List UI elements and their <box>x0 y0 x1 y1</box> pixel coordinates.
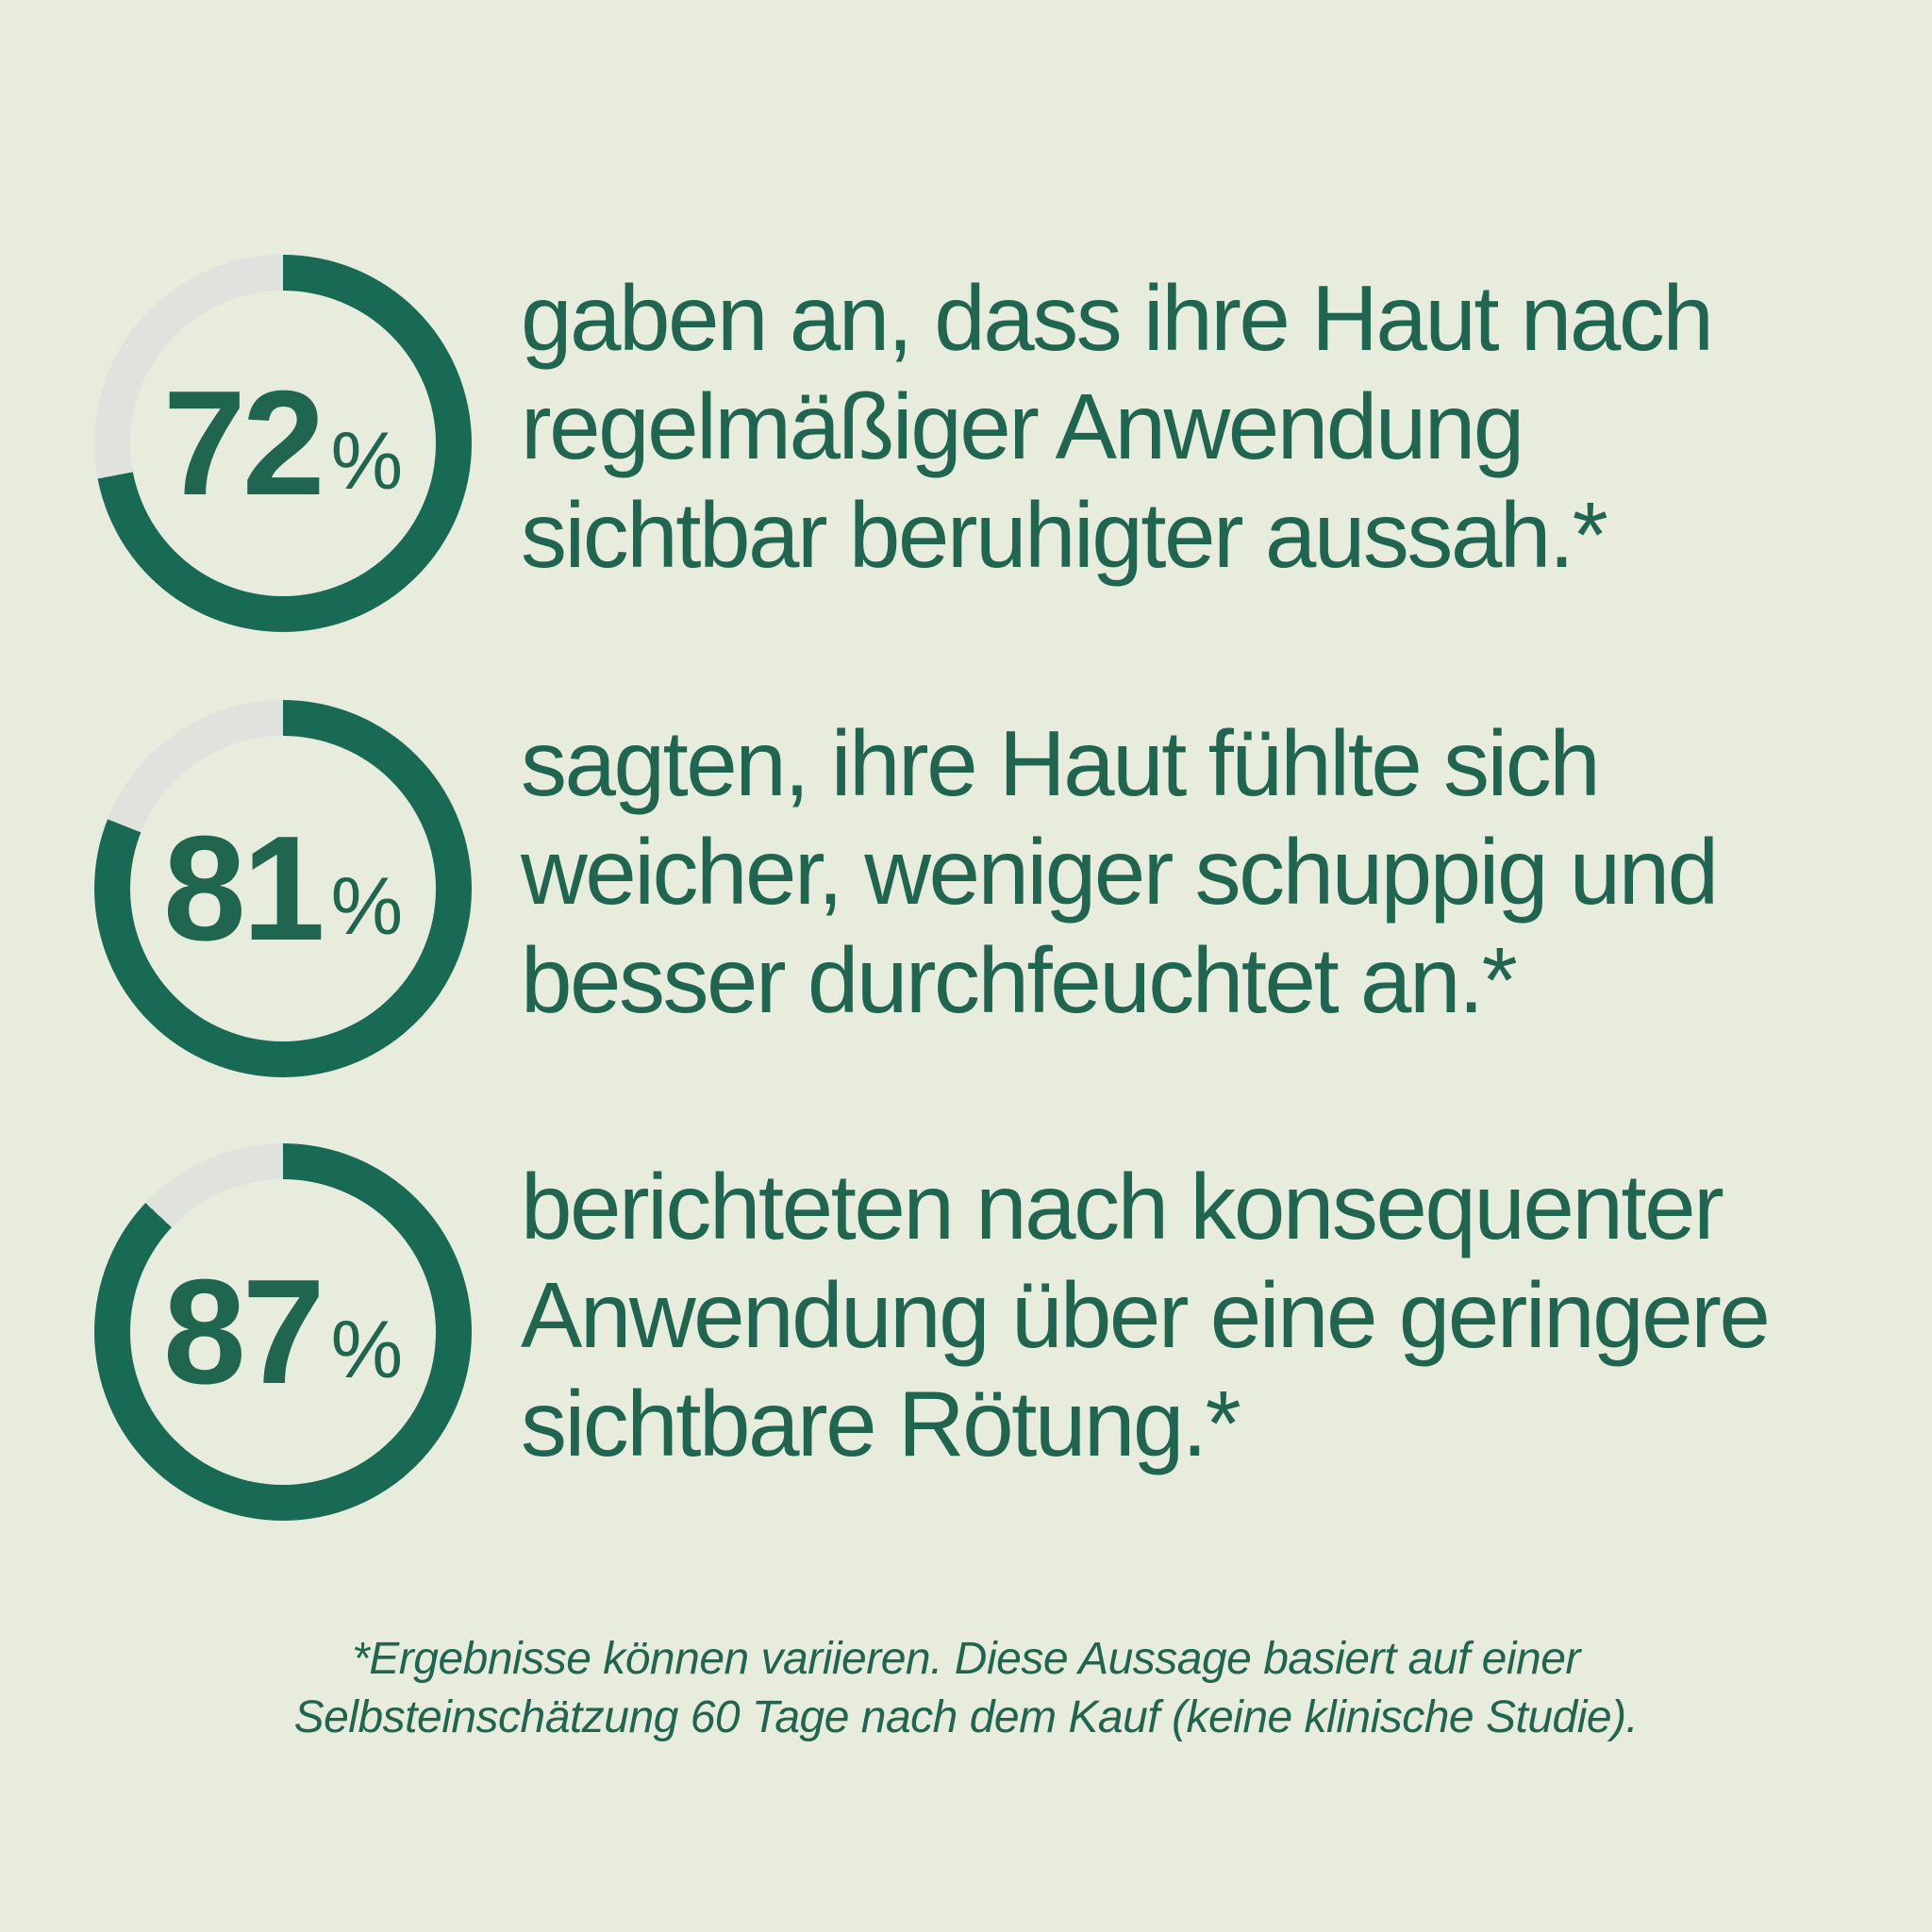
donut-hole-3: 87 % <box>130 1179 436 1485</box>
stat-value-group-3: 87 % <box>163 1257 403 1407</box>
stat-value-1: 72 <box>162 360 325 526</box>
donut-chart-2: 81 % <box>94 700 472 1077</box>
stat-text-3-line-1: berichteten nach konsequenter <box>521 1155 1724 1258</box>
percent-sign-2: % <box>330 861 404 952</box>
stat-text-1-line-3: sichtbar beruhigter aussah.* <box>521 483 1608 587</box>
percent-sign-1: % <box>330 416 404 507</box>
stat-row-2: 81 % sagten, ihre Haut fühlte sich weich… <box>94 700 1887 1077</box>
stat-text-2-line-2: weicher, weniger schuppig und <box>521 820 1719 924</box>
stat-value-2: 81 <box>162 806 325 972</box>
stat-text-3-line-3: sichtbare Rötung.* <box>521 1372 1241 1475</box>
footnote-line-2: Selbsteinschätzung 60 Tage nach dem Kauf… <box>293 1692 1639 1742</box>
stat-value-group-1: 72 % <box>163 369 403 518</box>
stat-text-2: sagten, ihre Haut fühlte sich weicher, w… <box>521 709 1719 1035</box>
stat-text-3-line-2: Anwendung über eine geringere <box>521 1263 1771 1367</box>
stat-row-3: 87 % berichteten nach konsequenter Anwen… <box>94 1143 1887 1521</box>
stat-value-group-2: 81 % <box>163 814 403 963</box>
stat-text-1-line-1: gaben an, dass ihre Haut nach <box>521 266 1714 370</box>
stat-text-3: berichteten nach konsequenter Anwendung … <box>521 1153 1771 1478</box>
footnote: *Ergebnisse können variieren. Diese Auss… <box>0 1630 1932 1747</box>
percent-sign-3: % <box>330 1305 404 1395</box>
donut-hole-2: 81 % <box>130 736 436 1041</box>
donut-chart-3: 87 % <box>94 1143 472 1521</box>
stat-text-2-line-1: sagten, ihre Haut fühlte sich <box>521 711 1601 815</box>
stat-row-1: 72 % gaben an, dass ihre Haut nach regel… <box>94 255 1887 632</box>
footnote-line-1: *Ergebnisse können variieren. Diese Auss… <box>352 1634 1580 1684</box>
donut-chart-1: 72 % <box>94 255 472 632</box>
donut-hole-1: 72 % <box>130 291 436 596</box>
stat-text-1-line-2: regelmäßiger Anwendung <box>521 375 1524 478</box>
stat-text-1: gaben an, dass ihre Haut nach regelmäßig… <box>521 264 1714 590</box>
stat-value-3: 87 <box>162 1249 325 1415</box>
stat-text-2-line-3: besser durchfeuchtet an.* <box>521 928 1518 1032</box>
